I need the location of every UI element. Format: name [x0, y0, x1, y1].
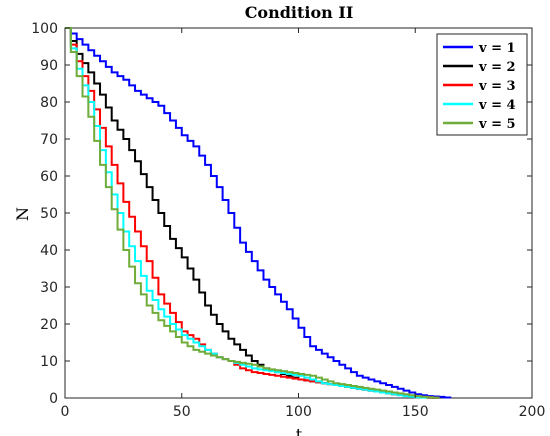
- legend-entry: v = 2: [478, 60, 516, 75]
- x-axis: 0 50 100 150 200: [61, 28, 546, 420]
- series-line-5: [65, 27, 440, 399]
- y-tick-label: 10: [40, 354, 58, 370]
- x-tick-label: 0: [61, 404, 70, 420]
- x-tick-label: 150: [402, 404, 429, 420]
- y-tick-label: 100: [31, 21, 58, 37]
- legend-entry: v = 5: [478, 117, 516, 132]
- legend-entry: v = 1: [478, 41, 516, 56]
- series-line-1: [65, 27, 452, 399]
- y-tick-label: 30: [40, 280, 58, 296]
- y-tick-label: 50: [40, 206, 58, 222]
- y-axis-label: N: [13, 207, 32, 221]
- y-tick-label: 20: [40, 317, 58, 333]
- series-line-4: [65, 27, 428, 399]
- x-tick-label: 100: [285, 404, 312, 420]
- x-axis-label: t: [296, 425, 303, 436]
- legend-entry: v = 3: [478, 79, 516, 94]
- chart-title: Condition II: [245, 3, 354, 22]
- legend: v = 1 v = 2 v = 3 v = 4 v = 5: [436, 33, 528, 136]
- y-tick-label: 90: [40, 58, 58, 74]
- x-tick-label: 50: [173, 404, 191, 420]
- y-axis: 0 10 20 30 40 50 60 70 80 90 100: [31, 21, 532, 407]
- y-tick-label: 60: [40, 169, 58, 185]
- y-tick-label: 40: [40, 243, 58, 259]
- legend-entry: v = 4: [478, 98, 516, 113]
- y-tick-label: 0: [49, 391, 58, 407]
- y-tick-label: 80: [40, 95, 58, 111]
- y-tick-label: 70: [40, 132, 58, 148]
- x-tick-label: 200: [519, 404, 546, 420]
